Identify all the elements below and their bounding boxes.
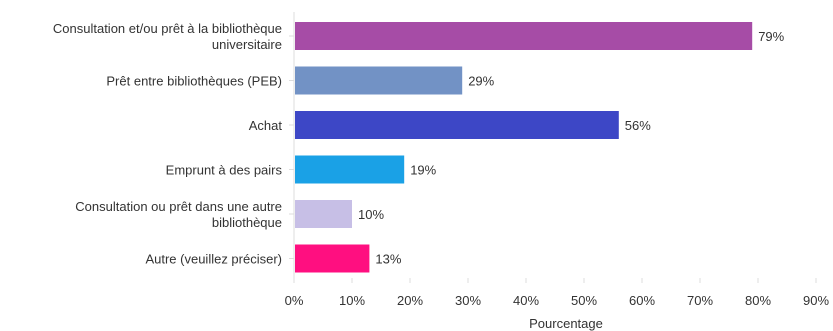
bar[interactable]: [295, 22, 753, 50]
bar-value-label: 29%: [468, 74, 494, 89]
bar-value-label: 79%: [758, 29, 784, 44]
category-label-line: Consultation et/ou prêt à la bibliothèqu…: [53, 21, 282, 36]
bar-value-label: 13%: [375, 252, 401, 267]
bar-value-label: 56%: [625, 118, 651, 133]
x-tick-label: 80%: [745, 293, 771, 308]
category-label-line: Achat: [249, 118, 283, 133]
bar[interactable]: [295, 111, 619, 139]
x-axis: 0% 10% 20% 30% 40% 50% 60% 70% 80% 90%: [285, 278, 829, 308]
x-tick-label: 50%: [571, 293, 597, 308]
category-label-line: Consultation ou prêt dans une autre: [75, 199, 282, 214]
bar[interactable]: [295, 155, 405, 184]
bar-value-label: 19%: [410, 163, 436, 178]
category-label-line: universitaire: [212, 37, 282, 52]
category-label: Consultation ou prêt dans une autre bibli…: [75, 199, 282, 230]
x-tick-label: 60%: [629, 293, 655, 308]
bar[interactable]: [295, 66, 463, 95]
category-label: Prêt entre bibliothèques (PEB): [106, 74, 282, 89]
bar[interactable]: [295, 200, 352, 228]
x-tick-label: 10%: [339, 293, 365, 308]
x-axis-title: Pourcentage: [529, 316, 603, 331]
x-tick-label: 90%: [803, 293, 829, 308]
bar-value-label: 10%: [358, 207, 384, 222]
x-tick-label: 0%: [285, 293, 304, 308]
x-tick-label: 20%: [397, 293, 423, 308]
category-label: Achat: [249, 118, 283, 133]
category-label: Emprunt à des pairs: [166, 163, 283, 178]
x-tick-label: 40%: [513, 293, 539, 308]
plot-area: 79% 29% 56% 19% 10% 13%: [295, 22, 785, 273]
category-label: Autre (veuillez préciser): [145, 252, 282, 267]
bar[interactable]: [295, 244, 370, 273]
category-label-line: Emprunt à des pairs: [166, 163, 283, 178]
category-label-line: Autre (veuillez préciser): [145, 252, 282, 267]
x-tick-label: 70%: [687, 293, 713, 308]
category-label-line: bibliothèque: [212, 215, 282, 230]
category-label-line: Prêt entre bibliothèques (PEB): [106, 74, 282, 89]
x-tick-label: 30%: [455, 293, 481, 308]
y-axis: Consultation et/ou prêt à la bibliothèqu…: [53, 12, 295, 278]
category-label: Consultation et/ou prêt à la bibliothèqu…: [53, 21, 282, 52]
